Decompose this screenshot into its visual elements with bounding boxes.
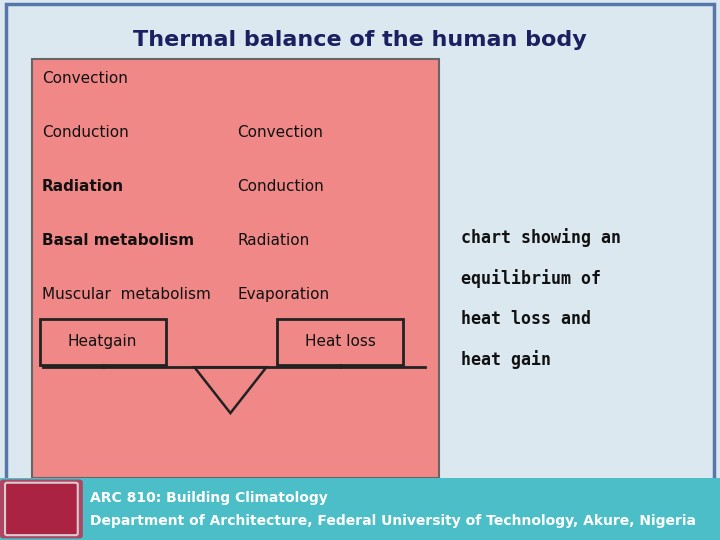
Text: chart showing an: chart showing an — [461, 228, 621, 247]
FancyBboxPatch shape — [5, 483, 78, 535]
Text: Evaporation: Evaporation — [238, 287, 330, 302]
Text: heat loss and: heat loss and — [461, 309, 591, 328]
Text: Convection: Convection — [238, 125, 323, 140]
Text: heat gain: heat gain — [461, 349, 551, 369]
Text: Radiation: Radiation — [42, 179, 124, 194]
FancyBboxPatch shape — [32, 59, 439, 478]
FancyBboxPatch shape — [0, 480, 83, 538]
FancyBboxPatch shape — [277, 319, 403, 364]
Text: Radiation: Radiation — [238, 233, 310, 248]
Text: Conduction: Conduction — [238, 179, 324, 194]
Text: Thermal balance of the human body: Thermal balance of the human body — [133, 30, 587, 51]
FancyBboxPatch shape — [0, 478, 720, 540]
Text: ARC 810: Building Climatology: ARC 810: Building Climatology — [90, 491, 328, 505]
Text: Conduction: Conduction — [42, 125, 128, 140]
FancyBboxPatch shape — [40, 319, 166, 364]
Text: Heatgain: Heatgain — [68, 334, 138, 349]
Text: Convection: Convection — [42, 71, 127, 86]
Text: Muscular  metabolism: Muscular metabolism — [42, 287, 211, 302]
Polygon shape — [194, 367, 266, 413]
Text: Department of Architecture, Federal University of Technology, Akure, Nigeria: Department of Architecture, Federal Univ… — [90, 515, 696, 528]
FancyBboxPatch shape — [6, 4, 714, 536]
Text: equilibrium of: equilibrium of — [461, 268, 600, 288]
Text: Basal metabolism: Basal metabolism — [42, 233, 194, 248]
Text: Heat loss: Heat loss — [305, 334, 376, 349]
